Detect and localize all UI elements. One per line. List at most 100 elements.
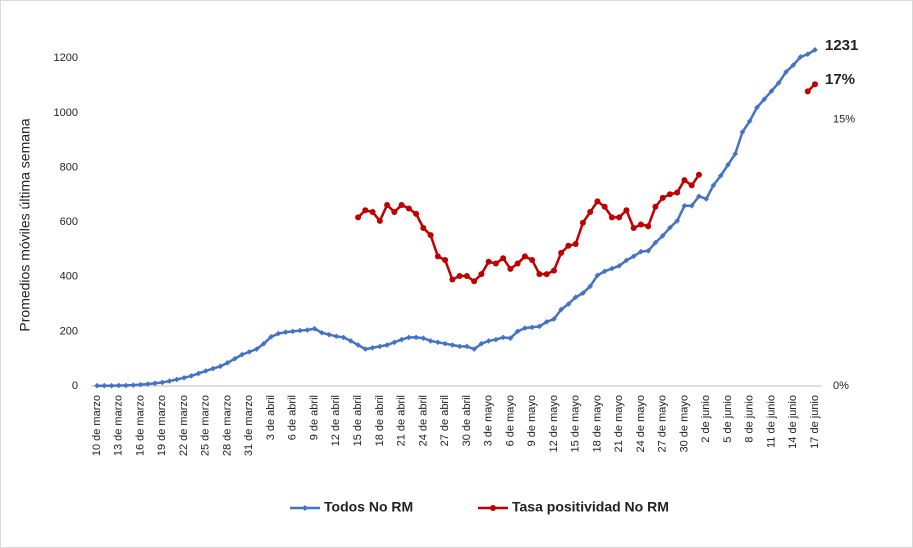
point [696, 193, 702, 200]
point [514, 328, 521, 335]
point [391, 339, 398, 346]
x-tick-label: 6 de abril [287, 395, 299, 440]
series-line [97, 48, 816, 387]
y-tick-label: 0 [72, 380, 78, 392]
point [630, 225, 637, 232]
point [413, 334, 419, 341]
point [536, 271, 543, 278]
x-tick-label: 9 de mayo [526, 395, 538, 446]
point [500, 255, 507, 262]
point [637, 221, 644, 228]
point [797, 54, 804, 60]
point [514, 260, 521, 267]
point [202, 368, 209, 374]
point [398, 201, 405, 208]
point [290, 328, 296, 335]
x-tick-label: 27 de mayo [657, 395, 669, 452]
point [659, 233, 666, 239]
point [442, 340, 448, 347]
point [398, 336, 405, 343]
point [326, 331, 332, 338]
point [652, 239, 659, 246]
point [224, 359, 231, 366]
point [493, 336, 499, 343]
point [804, 51, 811, 58]
point [710, 182, 717, 189]
point [144, 381, 151, 387]
y-tick-label: 200 [60, 325, 78, 337]
point [616, 263, 622, 269]
x-tick-label: 24 de abril [417, 395, 429, 446]
point [485, 258, 492, 265]
x-tick-label: 21 de abril [396, 395, 408, 446]
point [311, 325, 318, 332]
y-tick-label: 400 [60, 271, 78, 283]
point [804, 88, 811, 95]
point [717, 172, 724, 179]
point [362, 207, 369, 214]
point [94, 382, 100, 389]
point [130, 382, 137, 388]
y-axis-title: Promedios móviles última semana [17, 118, 33, 331]
x-tick-label: 24 de mayo [635, 395, 647, 452]
x-tick-label: 12 de abril [330, 395, 342, 446]
x-tick-label: 2 de junio [700, 395, 712, 443]
point [282, 329, 289, 336]
point [754, 104, 760, 111]
point [572, 241, 579, 247]
point [558, 306, 564, 313]
point [456, 343, 463, 350]
point [492, 260, 499, 267]
x-tick-label: 19 de marzo [156, 395, 168, 456]
point [623, 257, 630, 264]
x-tick-label: 3 de mayo [483, 395, 495, 446]
point [790, 62, 797, 68]
point [616, 214, 623, 221]
point [464, 343, 470, 350]
point [427, 338, 434, 344]
point [137, 381, 144, 388]
point [739, 129, 746, 135]
point [246, 349, 253, 355]
x-tick-label: 12 de mayo [548, 395, 560, 452]
point [507, 265, 514, 272]
data-label: 1231 [825, 37, 858, 54]
point [666, 191, 673, 198]
point [551, 316, 557, 322]
x-tick-label: 21 de mayo [613, 395, 625, 452]
point [565, 301, 572, 307]
point [507, 335, 514, 342]
point [355, 342, 361, 348]
x-tick-label: 31 de marzo [243, 395, 255, 456]
point [449, 342, 456, 348]
y2-tick-label: 15% [833, 114, 855, 126]
point [580, 290, 586, 296]
point [166, 378, 173, 384]
x-tick-label: 9 de abril [308, 395, 320, 440]
point [623, 207, 630, 214]
point [674, 217, 681, 224]
point [173, 376, 180, 383]
point [529, 256, 536, 263]
point [420, 335, 427, 342]
point [231, 355, 238, 362]
point [152, 380, 158, 387]
point [746, 118, 753, 124]
x-tick-label: 22 de marzo [178, 395, 190, 456]
point [761, 96, 768, 103]
point [812, 47, 818, 53]
point [471, 278, 478, 285]
point [601, 268, 608, 275]
point [500, 334, 506, 341]
point [435, 339, 441, 346]
point [645, 223, 652, 230]
point [565, 242, 572, 249]
x-tick-label: 15 de abril [352, 395, 364, 446]
point [442, 256, 449, 263]
point [681, 177, 688, 184]
point [478, 271, 485, 278]
point [217, 363, 224, 370]
point [529, 324, 535, 331]
point [485, 338, 492, 344]
